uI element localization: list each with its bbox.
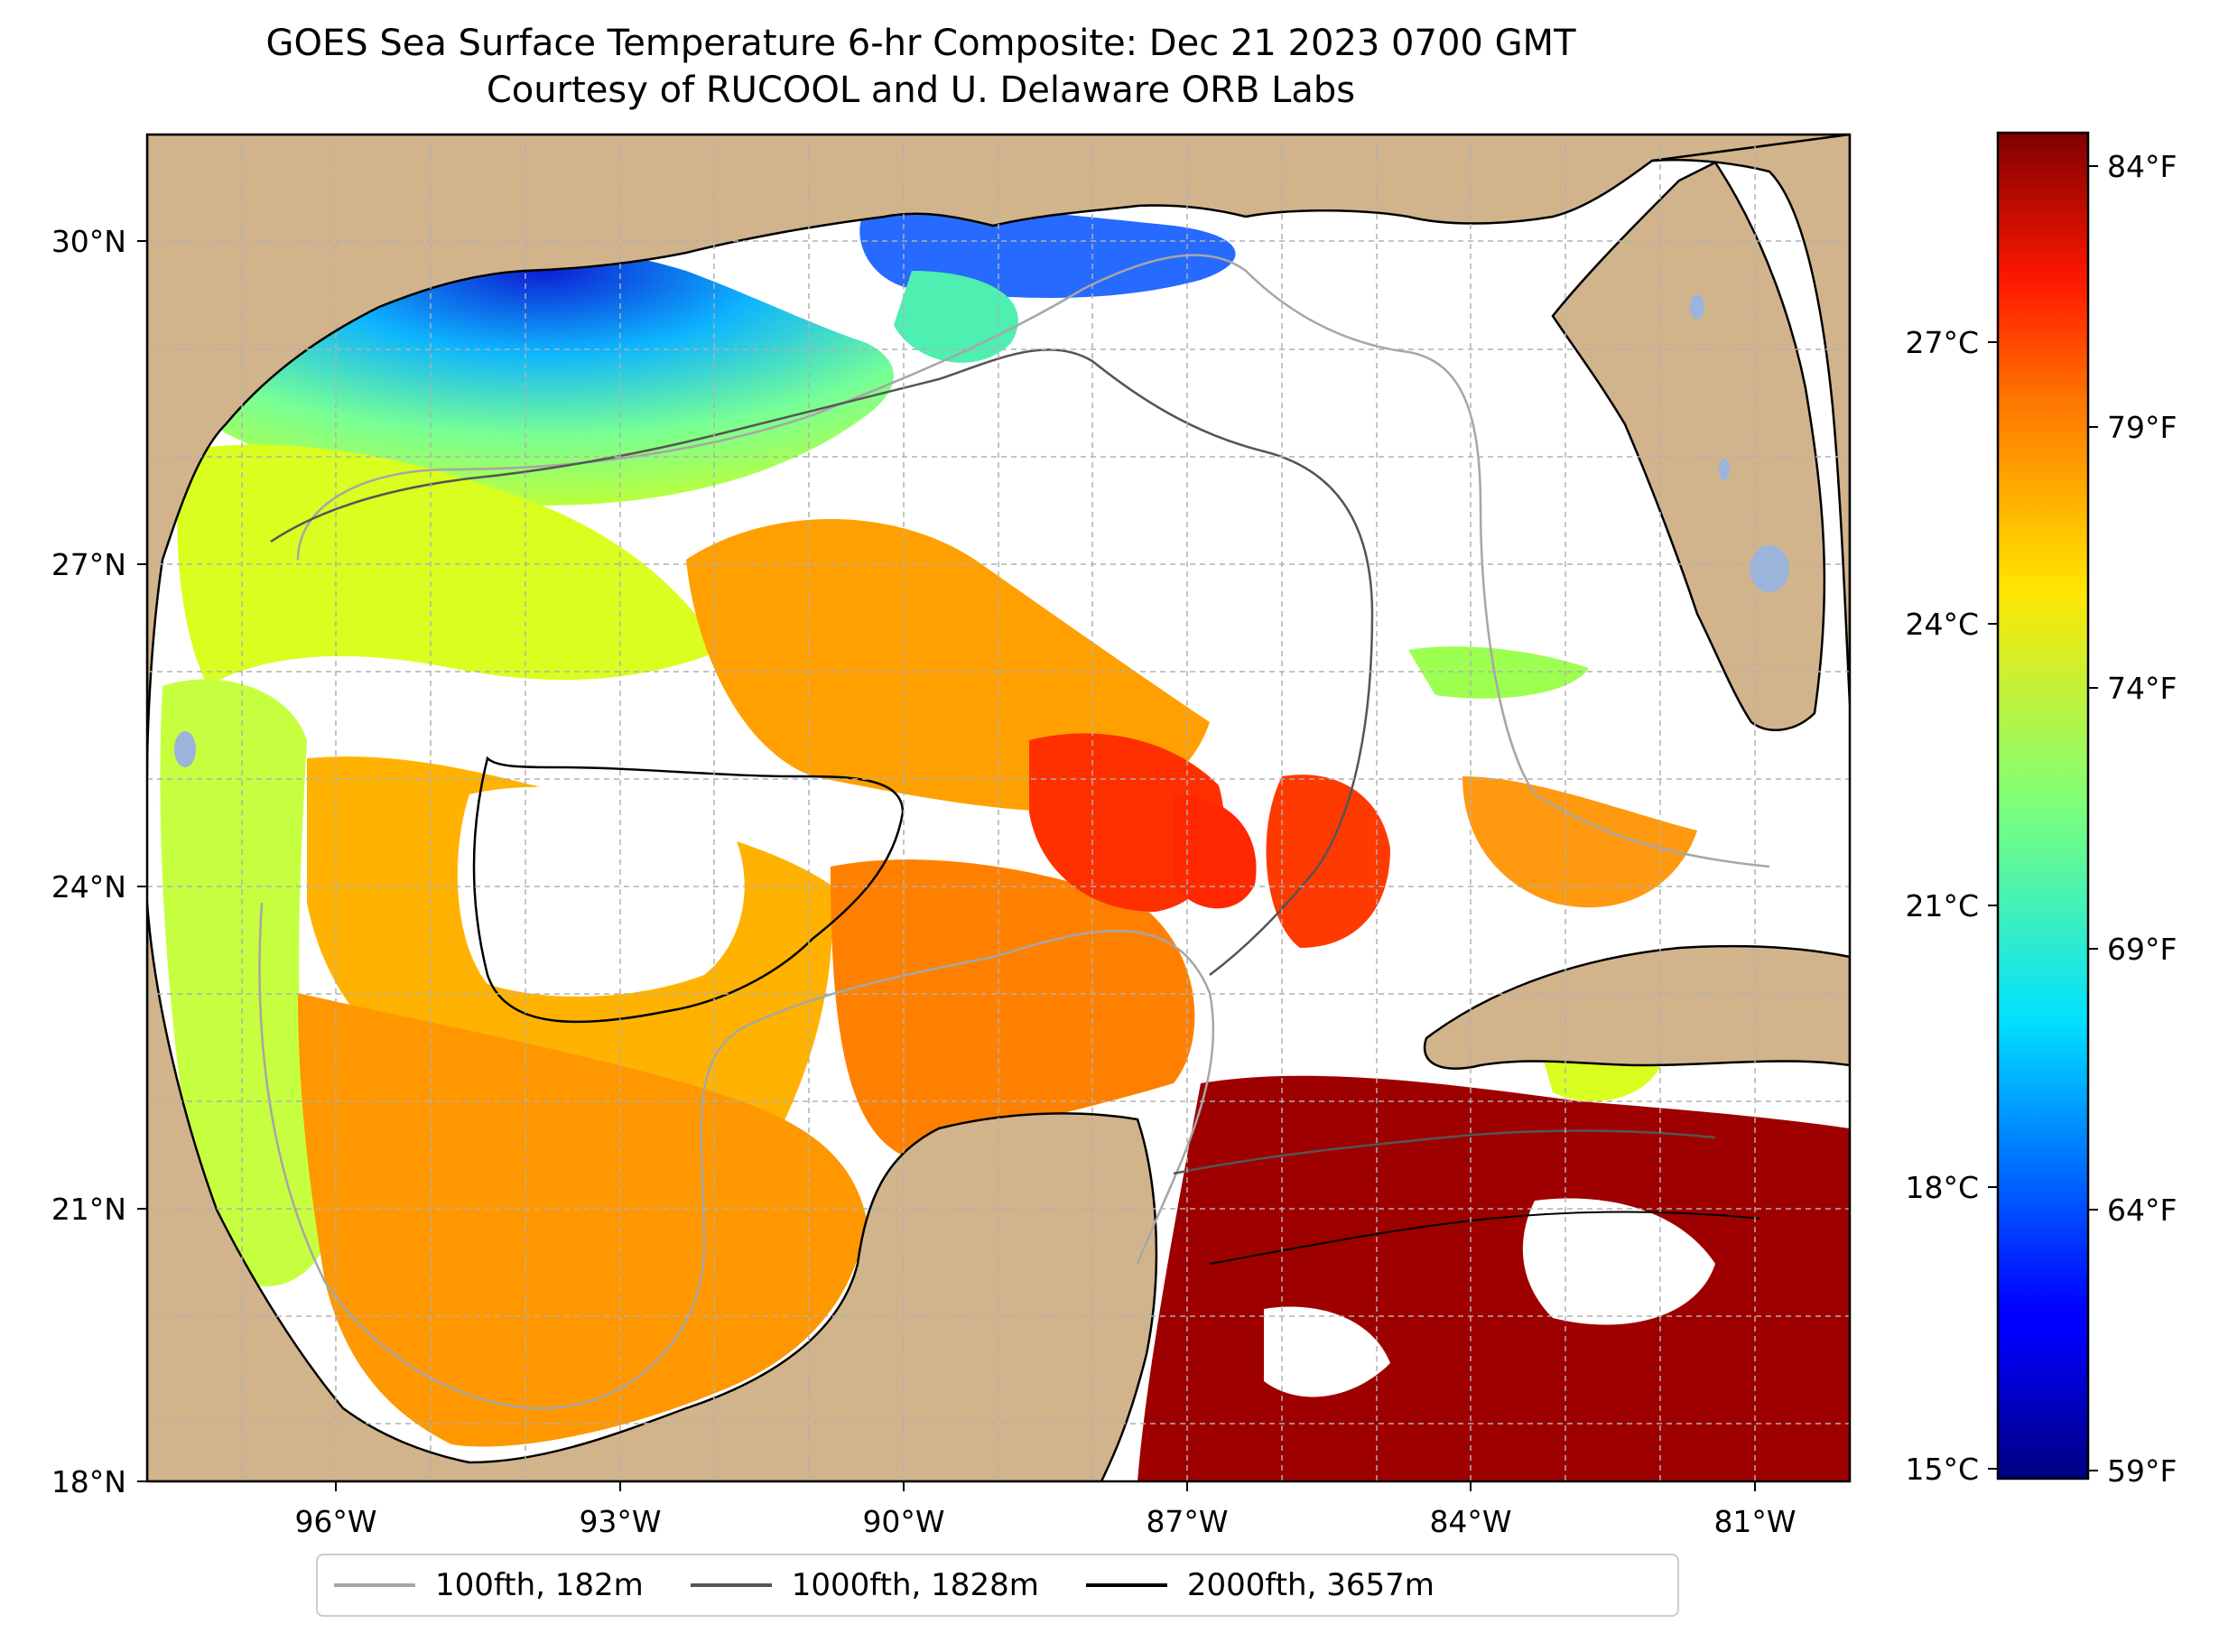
sst-field [160,207,1850,1481]
lon-label: 96°W [294,1504,376,1539]
lon-label: 93°W [579,1504,661,1539]
sst-patch-east-green [1408,646,1589,699]
lake-small-2 [1690,294,1704,320]
contour-2000fth-caribbean [1209,1211,1761,1265]
legend-label: 100fth, 182m [435,1567,644,1603]
legend-item-1000fth: 1000fth, 1828m [690,1567,1039,1603]
colorbar-fahrenheit-label: 79°F [2107,410,2177,445]
chart-subtitle: Courtesy of RUCOOL and U. Delaware ORB L… [486,70,1356,111]
colorbar-fahrenheit-label: 64°F [2107,1193,2177,1228]
lakes [174,294,1789,767]
legend-line-1000fth [690,1583,772,1587]
lat-label: 21°N [51,1192,126,1227]
legend-label: 1000fth, 1828m [791,1567,1039,1603]
lon-label: 90°W [862,1504,944,1539]
bathymetry-contours [258,254,1770,1410]
colorbar-celsius-label: 18°C [1905,1170,1979,1205]
contour-100fth [296,254,1770,868]
lon-label: 87°W [1146,1504,1228,1539]
contour-2000fth [472,756,905,1024]
legend-line-2000fth [1085,1583,1167,1587]
legend-item-100fth: 100fth, 182m [334,1567,644,1603]
colorbar-celsius-label: 15°C [1905,1452,1979,1487]
colorbar-celsius-label: 24°C [1905,607,1979,642]
land-florida-east [1651,135,1850,705]
colorbar-fahrenheit-label: 59°F [2107,1453,2177,1489]
colorbar: 27°C 24°C 21°C 18°C 15°C 84°F 79°F 74°F … [1905,131,2177,1489]
colorbar-ticks [1988,165,2098,1471]
lat-label: 18°N [51,1464,126,1499]
lat-label: 27°N [51,547,126,582]
cloud-gap-caribbean-2 [1264,1306,1390,1397]
colorbar-fahrenheit-label: 74°F [2107,671,2177,706]
legend: 100fth, 182m 1000fth, 1828m 2000fth, 365… [316,1554,1679,1617]
sst-patch-loop-orange [831,859,1195,1155]
colorbar-fahrenheit-label: 84°F [2107,149,2177,184]
lat-label: 24°N [51,869,126,905]
chart-title: GOES Sea Surface Temperature 6-hr Compos… [265,23,1576,64]
axis-ticks [137,240,1756,1491]
lon-label: 81°W [1713,1504,1796,1539]
longitude-labels: 96°W 93°W 90°W 87°W 84°W 81°W [294,1504,1796,1539]
lon-label: 84°W [1429,1504,1511,1539]
legend-label: 2000fth, 3657m [1186,1567,1434,1603]
colorbar-gradient [1996,131,2090,1480]
cloud-gap-caribbean [1522,1198,1715,1325]
lake-texas [174,731,196,767]
land-cuba [1423,944,1850,1070]
cloud-gap-west [457,786,745,997]
legend-item-2000fth: 2000fth, 3657m [1085,1567,1434,1603]
sst-patch-bay-of-campeche [298,993,867,1447]
latitude-labels: 30°N 27°N 24°N 21°N 18°N [51,224,126,1499]
lake-okeechobee [1750,545,1789,592]
map-area [147,135,1850,1481]
colorbar-fahrenheit-label: 69°F [2107,932,2177,967]
sst-patch-florida-straits [1462,776,1697,908]
sst-patch-red-eddy-3 [1174,794,1257,909]
sst-patch-caribbean [1137,1075,1850,1481]
land-florida-peninsula [1551,161,1826,731]
gridlines [147,135,1850,1481]
map-frame [145,133,1852,1483]
land-north-america [147,135,1850,777]
colorbar-celsius-label: 21°C [1905,888,1979,923]
lake-small-1 [1719,459,1730,480]
colorbar-celsius-label: 27°C [1905,325,1979,360]
sst-patch-west-yellowgreen [177,444,722,686]
contour-100fth-south [258,902,1215,1410]
legend-line-100fth [334,1583,415,1587]
lat-label: 30°N [51,224,126,259]
sst-patch-red-eddy-2 [1266,775,1390,948]
contour-1000fth [270,348,1374,976]
contour-1000fth-caribbean [1173,1129,1716,1175]
